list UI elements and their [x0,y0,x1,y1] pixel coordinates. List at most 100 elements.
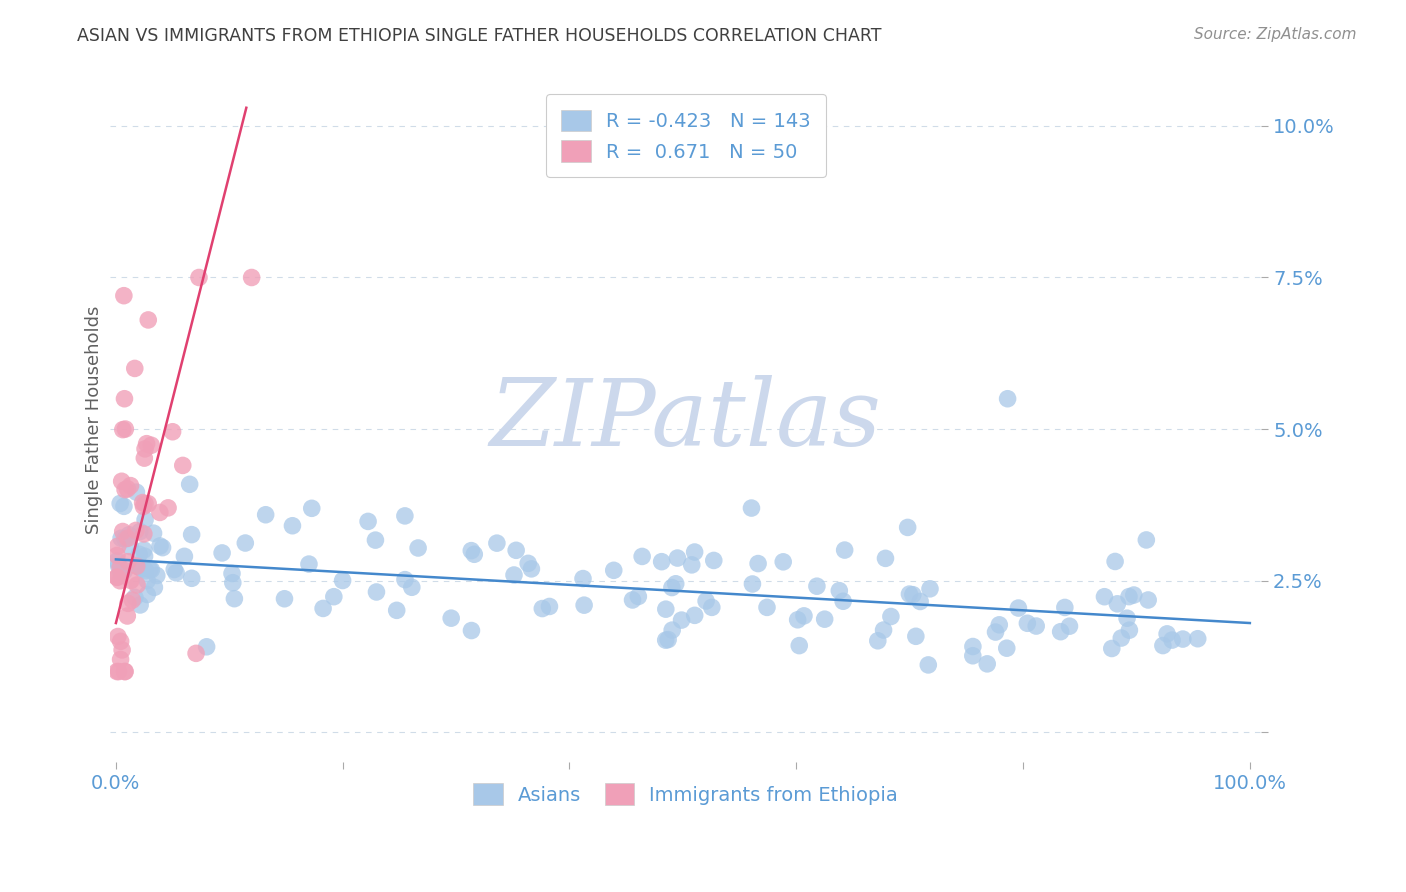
Point [917,657,939,672]
Point [233,536,256,550]
Point [880,609,903,624]
Point [520,562,543,576]
Point [111,643,134,657]
Point [657,632,679,647]
Text: ASIAN VS IMMIGRANTS FROM ETHIOPIA SINGLE FATHER HOUSEHOLDS CORRELATION CHART: ASIAN VS IMMIGRANTS FROM ETHIOPIA SINGLE… [77,27,882,45]
Point [1025,619,1047,633]
Point [224,591,246,606]
Point [832,594,855,608]
Point [1007,601,1029,615]
Point [112,500,135,514]
Point [357,515,380,529]
Point [440,611,463,625]
Point [988,617,1011,632]
Point [152,541,174,555]
Point [273,591,295,606]
Point [1101,641,1123,656]
Point [866,633,889,648]
Point [172,458,194,473]
Point [301,501,323,516]
Point [117,609,139,624]
Point [114,532,136,546]
Point [997,392,1019,406]
Point [756,600,779,615]
Point [240,270,263,285]
Point [188,270,211,285]
Point [146,568,169,582]
Point [111,524,134,539]
Point [105,665,128,679]
Point [505,543,527,558]
Point [460,624,482,638]
Point [898,587,921,601]
Point [1118,590,1140,604]
Point [180,527,202,541]
Point [671,613,693,627]
Point [127,578,149,592]
Point [114,665,136,679]
Point [125,485,148,500]
Point [385,603,408,617]
Point [1152,639,1174,653]
Point [904,629,927,643]
Point [627,590,650,604]
Point [298,557,321,571]
Point [1156,627,1178,641]
Point [661,581,683,595]
Point [129,598,152,612]
Point [117,482,139,496]
Point [107,539,129,553]
Point [460,543,482,558]
Point [184,646,207,660]
Point [120,478,142,492]
Point [162,425,184,439]
Point [322,590,344,604]
Point [406,541,429,555]
Point [793,608,815,623]
Point [117,596,139,610]
Point [135,436,157,450]
Point [631,549,654,564]
Point [531,601,554,615]
Point [124,361,146,376]
Point [603,563,626,577]
Legend: Asians, Immigrants from Ethiopia: Asians, Immigrants from Ethiopia [464,773,908,814]
Point [105,549,128,563]
Point [517,557,540,571]
Point [195,640,218,654]
Point [114,392,136,406]
Point [110,634,132,648]
Point [621,593,644,607]
Point [134,549,156,563]
Point [1017,616,1039,631]
Point [665,576,688,591]
Point [463,547,485,561]
Point [117,532,139,546]
Point [254,508,277,522]
Point [786,613,808,627]
Text: Source: ZipAtlas.com: Source: ZipAtlas.com [1194,27,1357,42]
Point [131,562,153,576]
Point [654,633,676,648]
Point [1053,600,1076,615]
Point [211,546,233,560]
Point [503,568,526,582]
Point [141,438,163,452]
Point [700,600,723,615]
Point [747,557,769,571]
Point [366,585,388,599]
Point [129,524,152,539]
Point [114,483,136,497]
Point [132,527,155,541]
Point [984,625,1007,640]
Point [107,558,129,573]
Point [110,565,132,579]
Point [962,640,984,654]
Point [834,543,856,558]
Point [114,422,136,436]
Point [108,496,131,510]
Point [572,572,595,586]
Point [139,563,162,577]
Point [1171,632,1194,646]
Point [740,501,762,516]
